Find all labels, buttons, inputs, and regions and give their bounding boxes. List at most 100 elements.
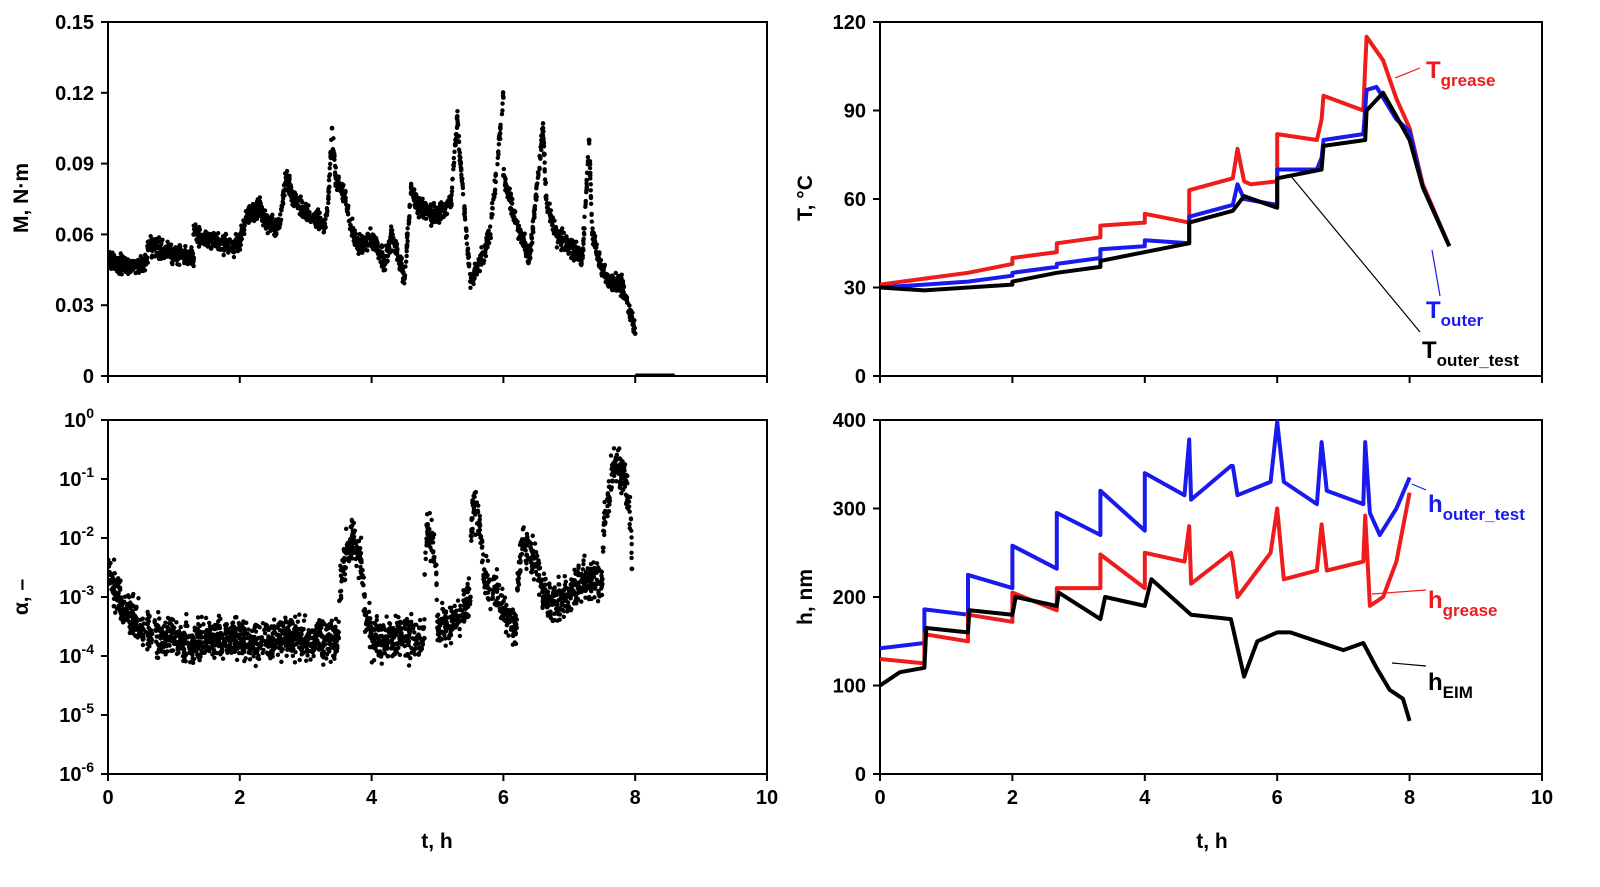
x-tick-label: 4 (1139, 787, 1151, 809)
data-point (404, 248, 409, 254)
data-point (351, 530, 357, 535)
data-point (532, 203, 538, 209)
data-point (329, 125, 335, 131)
data-point (592, 570, 598, 576)
data-point (165, 649, 170, 654)
data-point (163, 630, 168, 635)
data-point (378, 649, 383, 654)
y-tick-label: 10-4 (59, 641, 94, 668)
data-point (214, 635, 219, 640)
data-point (108, 564, 112, 569)
data-point (416, 641, 421, 647)
data-point (170, 261, 175, 267)
data-point (220, 656, 226, 661)
data-point (196, 628, 201, 633)
data-point (574, 239, 579, 245)
data-point (284, 628, 289, 633)
data-point (572, 578, 577, 583)
data-point (490, 212, 495, 217)
data-point (297, 645, 302, 650)
data-point (262, 630, 268, 636)
series-line-Touter (880, 84, 1452, 290)
data-point (539, 147, 544, 153)
data-point (405, 238, 410, 244)
data-point (452, 143, 458, 148)
data-point (462, 616, 467, 622)
data-point (302, 613, 308, 618)
data-point (270, 654, 275, 659)
data-point (503, 176, 508, 181)
data-point (611, 284, 616, 289)
data-point (560, 226, 565, 231)
data-point (144, 616, 150, 622)
data-point (506, 186, 511, 192)
leader-line (1289, 174, 1421, 333)
data-point (494, 587, 499, 593)
data-point (496, 142, 502, 147)
data-point (113, 595, 119, 601)
data-point (528, 545, 533, 550)
data-point (460, 181, 465, 186)
data-point (327, 621, 332, 627)
data-point (440, 202, 446, 207)
data-point (292, 196, 297, 201)
data-point (263, 624, 269, 630)
chart-moment: M, N·m 00.030.060.090.120.15 (10, 12, 768, 388)
data-point (545, 208, 551, 213)
data-point (398, 625, 403, 631)
data-point (388, 639, 393, 644)
data-point (338, 588, 344, 594)
data-point (581, 226, 586, 231)
data-point (516, 572, 521, 578)
data-point (479, 545, 485, 550)
data-point (541, 152, 547, 158)
data-point (227, 629, 232, 635)
data-point (616, 275, 621, 280)
data-point (449, 185, 455, 190)
data-point (537, 153, 542, 159)
data-point (246, 636, 251, 641)
data-point (293, 633, 298, 638)
data-point (221, 240, 227, 246)
data-point (260, 223, 266, 228)
data-point (402, 622, 408, 627)
data-point (160, 649, 165, 654)
data-point (592, 245, 598, 250)
data-point (252, 640, 257, 645)
data-point (332, 627, 337, 633)
data-point (625, 300, 630, 306)
data-point (117, 602, 123, 607)
data-point (140, 625, 145, 631)
data-point (475, 262, 481, 268)
data-point (175, 261, 180, 267)
y-tick-label: 0.06 (55, 224, 94, 246)
data-point (554, 245, 560, 250)
data-point (461, 598, 467, 603)
data-point (352, 550, 358, 555)
data-point (391, 625, 396, 631)
data-point (326, 638, 331, 643)
data-point (396, 258, 402, 263)
data-point (440, 207, 446, 212)
data-point (273, 224, 278, 229)
data-point (275, 652, 281, 658)
data-point (143, 629, 149, 635)
data-point (559, 601, 564, 606)
data-point (488, 606, 493, 612)
data-point (606, 499, 612, 505)
data-point (331, 156, 337, 162)
data-point (565, 248, 571, 254)
data-point (321, 662, 326, 667)
data-point (301, 641, 306, 646)
data-point (581, 558, 586, 563)
data-point (361, 582, 366, 588)
data-point (574, 591, 580, 596)
data-point (376, 642, 381, 647)
data-point (601, 522, 606, 528)
data-point (529, 541, 534, 546)
y-tick-label: 0 (83, 366, 94, 388)
data-point (231, 250, 237, 255)
data-point (477, 513, 483, 519)
data-point (605, 491, 611, 496)
data-point (451, 160, 457, 166)
